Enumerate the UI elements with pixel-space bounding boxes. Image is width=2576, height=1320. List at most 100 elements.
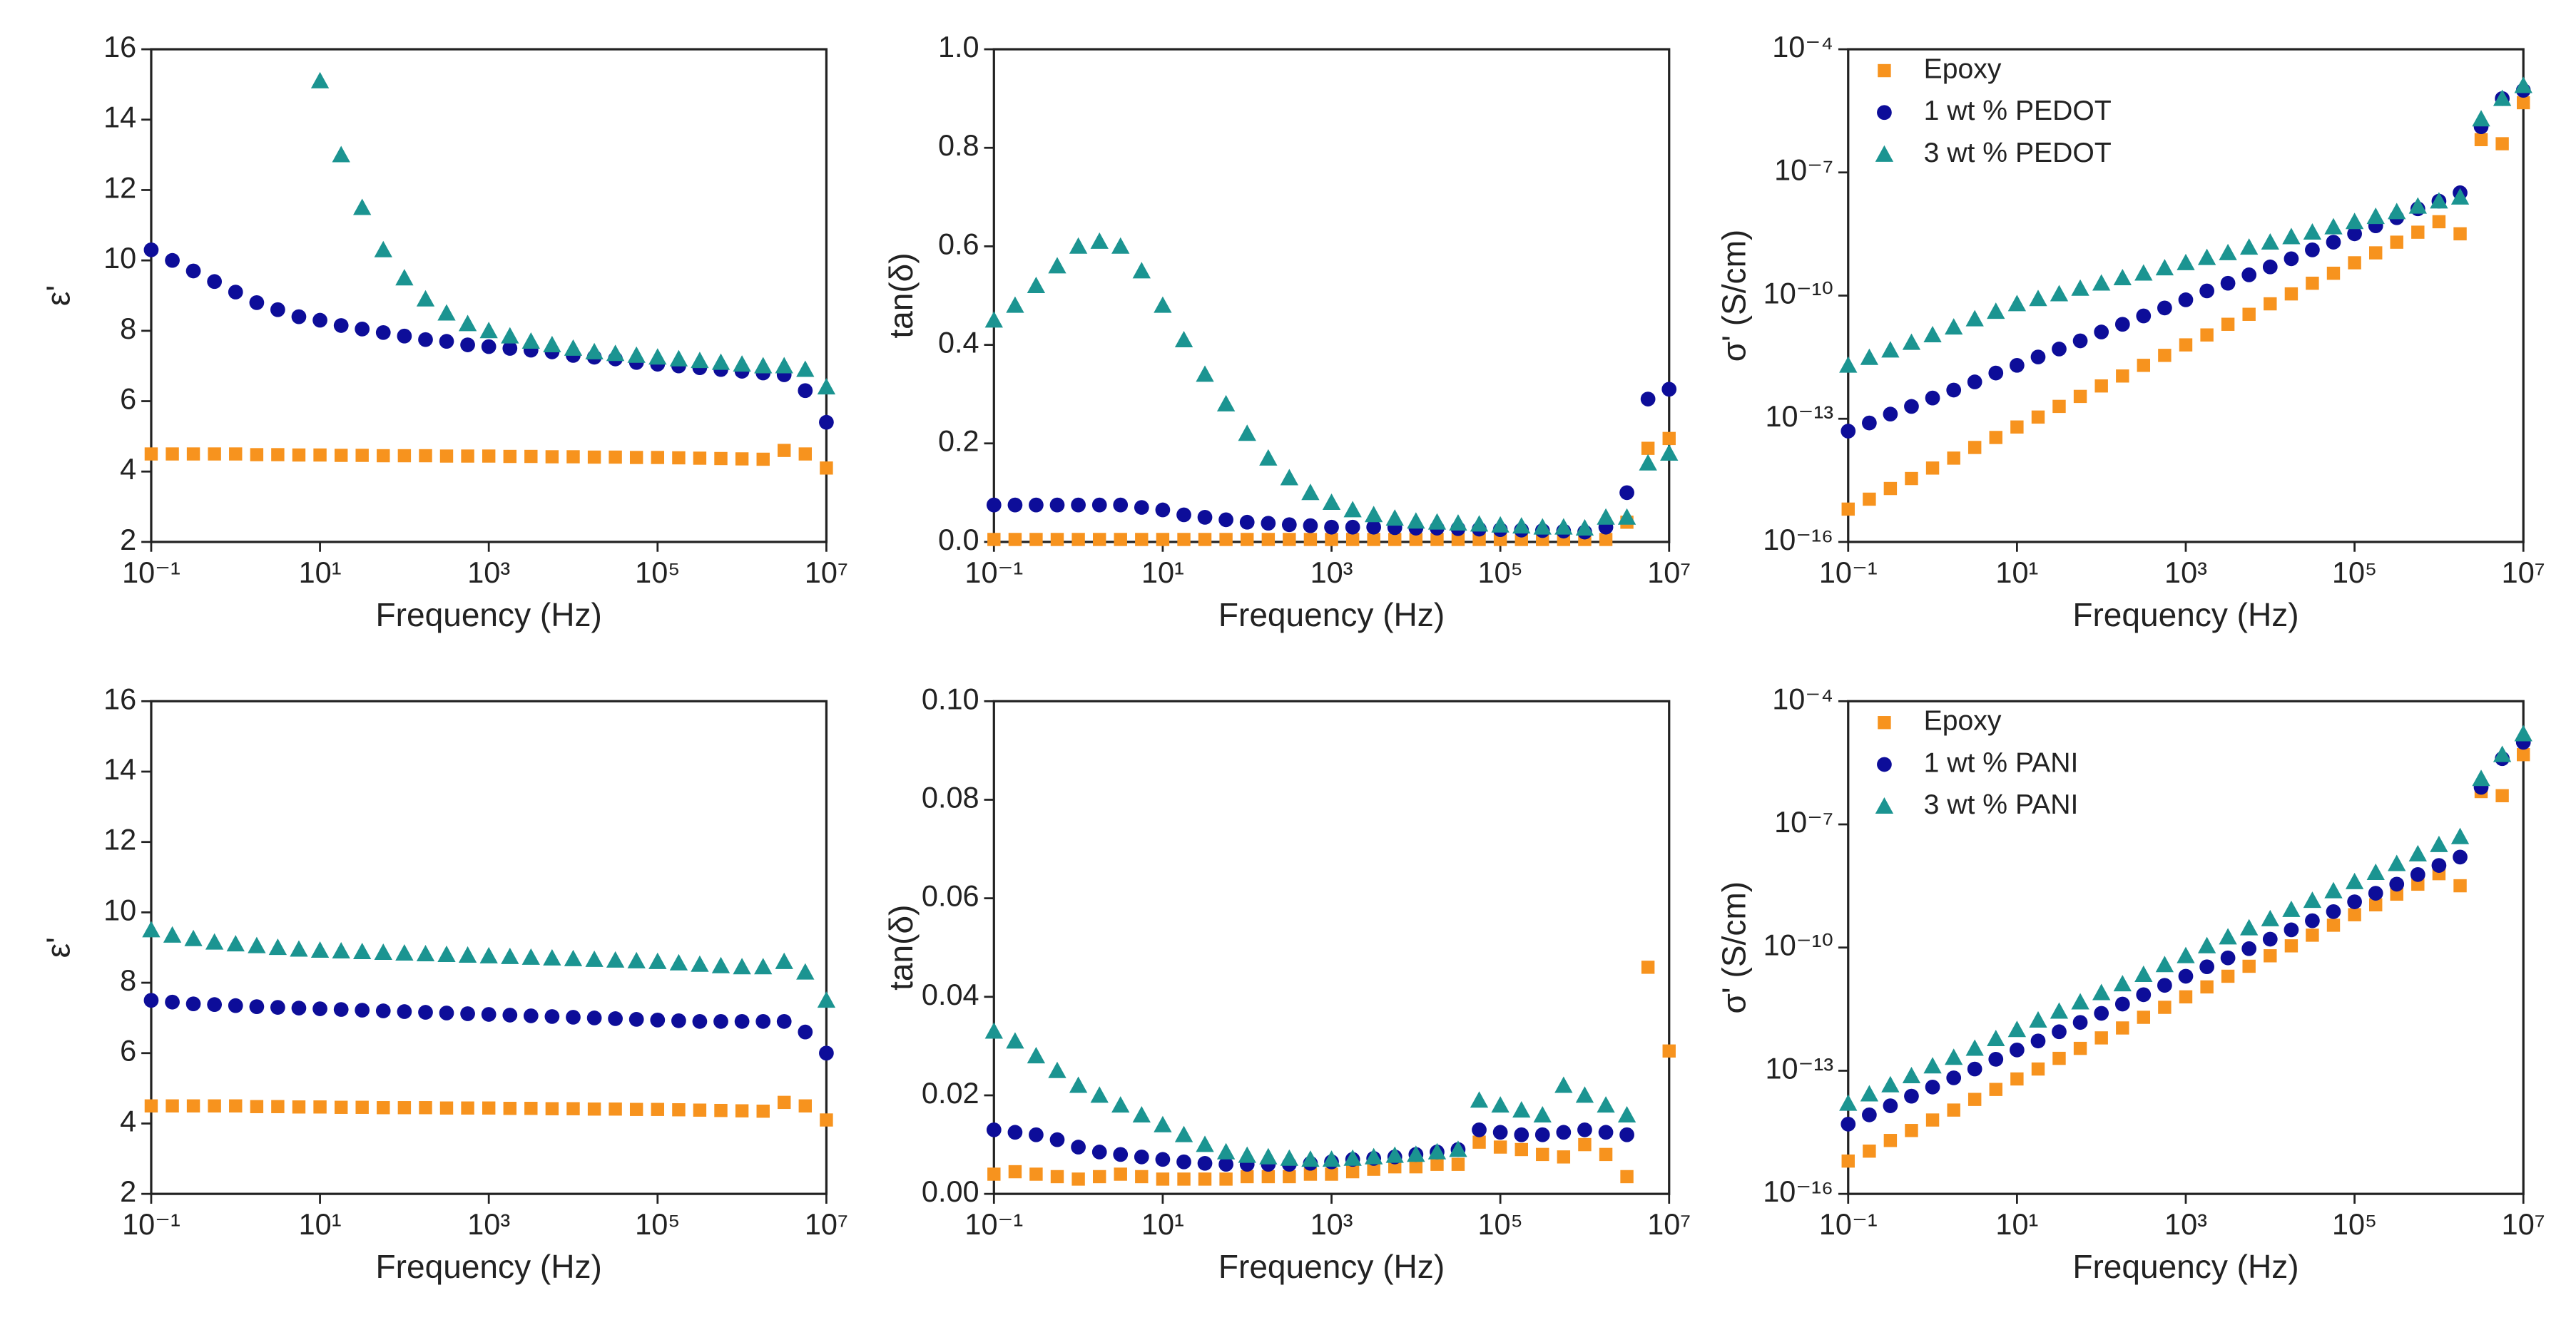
marker-triangle xyxy=(205,933,224,950)
marker-triangle xyxy=(1660,444,1679,461)
marker-circle xyxy=(2010,1042,2025,1058)
marker-square xyxy=(1177,1172,1191,1186)
marker-circle xyxy=(1640,392,1656,406)
marker-square xyxy=(1093,1170,1106,1184)
y-tick-label: 10⁻¹³ xyxy=(1765,1051,1833,1085)
marker-square xyxy=(609,1102,622,1116)
marker-square xyxy=(334,1100,348,1114)
marker-square xyxy=(798,1099,813,1112)
marker-triangle xyxy=(2092,983,2111,1001)
marker-triangle xyxy=(1491,516,1510,533)
marker-triangle xyxy=(163,926,182,943)
marker-circle xyxy=(1841,1116,1856,1132)
y-axis-title: ε' xyxy=(39,285,76,306)
marker-square xyxy=(313,1100,327,1114)
marker-square xyxy=(1451,1157,1465,1171)
marker-square xyxy=(1029,1167,1043,1181)
marker-triangle xyxy=(691,352,709,369)
marker-square xyxy=(778,444,791,457)
marker-circle xyxy=(2431,858,2447,873)
marker-circle xyxy=(776,1013,792,1029)
y-tick-label: 10⁻⁷ xyxy=(1774,805,1833,839)
marker-square xyxy=(2052,1051,2066,1065)
marker-circle xyxy=(1029,1127,1044,1142)
marker-circle xyxy=(2072,333,2088,349)
marker-square xyxy=(1135,533,1149,546)
marker-square xyxy=(377,449,390,463)
y-tick-label: 2 xyxy=(120,523,136,556)
marker-square xyxy=(1367,533,1380,546)
marker-triangle xyxy=(2472,769,2490,787)
x-tick-label: 10⁻¹ xyxy=(122,556,180,589)
marker-square xyxy=(1093,533,1106,546)
marker-circle xyxy=(291,1001,307,1015)
marker-square xyxy=(1008,1165,1022,1179)
marker-circle xyxy=(1877,757,1892,772)
marker-circle xyxy=(375,1003,391,1018)
x-tick-label: 10⁵ xyxy=(2332,1207,2377,1241)
x-axis-title: Frequency (Hz) xyxy=(1218,1248,1445,1285)
marker-triangle xyxy=(395,943,414,961)
marker-square xyxy=(461,1101,474,1115)
marker-triangle xyxy=(1533,1105,1552,1122)
marker-triangle xyxy=(1860,348,1879,365)
marker-square xyxy=(292,448,306,462)
marker-triangle xyxy=(1322,493,1341,511)
marker-triangle xyxy=(2430,835,2448,852)
y-tick-label: 2 xyxy=(120,1175,136,1208)
marker-square xyxy=(1662,431,1676,446)
marker-square xyxy=(714,1103,728,1117)
marker-triangle xyxy=(1427,1142,1447,1160)
marker-circle xyxy=(2326,235,2341,250)
marker-triangle xyxy=(543,948,561,966)
marker-triangle xyxy=(1132,262,1151,279)
legend-label: 1 wt % PEDOT xyxy=(1924,96,2112,126)
marker-triangle xyxy=(2155,956,2174,973)
marker-square xyxy=(186,447,200,461)
marker-circle xyxy=(713,1013,728,1029)
marker-triangle xyxy=(310,71,330,88)
marker-square xyxy=(1071,1172,1085,1186)
marker-triangle xyxy=(2261,232,2279,250)
marker-triangle xyxy=(1839,1094,1858,1111)
marker-circle xyxy=(333,318,349,333)
marker-triangle xyxy=(1280,1149,1298,1166)
marker-triangle xyxy=(1090,1086,1109,1103)
marker-triangle xyxy=(1364,506,1383,523)
marker-triangle xyxy=(1470,515,1489,532)
marker-triangle xyxy=(2514,76,2532,93)
marker-square xyxy=(1641,961,1655,974)
marker-square xyxy=(2495,137,2509,150)
marker-square xyxy=(419,1101,432,1115)
marker-triangle xyxy=(796,963,815,980)
marker-circle xyxy=(2010,357,2025,373)
marker-triangle xyxy=(2324,218,2343,235)
marker-square xyxy=(1071,533,1085,546)
marker-circle xyxy=(1967,374,1982,389)
marker-square xyxy=(1283,1170,1296,1184)
marker-square xyxy=(482,449,496,463)
marker-square xyxy=(166,1099,179,1112)
marker-triangle xyxy=(1027,277,1046,294)
marker-square xyxy=(693,451,707,465)
marker-triangle xyxy=(2282,227,2301,245)
marker-circle xyxy=(165,252,180,268)
marker-circle xyxy=(1492,1125,1508,1140)
marker-square xyxy=(355,1100,369,1114)
marker-square xyxy=(2390,235,2403,249)
marker-circle xyxy=(2030,349,2046,364)
marker-square xyxy=(2158,1001,2172,1014)
marker-square xyxy=(461,449,474,463)
marker-circle xyxy=(2389,876,2405,892)
marker-triangle xyxy=(310,941,330,958)
marker-circle xyxy=(418,1005,433,1020)
marker-square xyxy=(271,1100,285,1113)
marker-square xyxy=(2179,990,2193,1004)
legend-label: Epoxy xyxy=(1924,706,2002,737)
marker-triangle xyxy=(374,240,392,257)
marker-square xyxy=(651,451,665,464)
marker-circle xyxy=(2199,959,2214,975)
marker-triangle xyxy=(1385,1146,1404,1163)
marker-triangle xyxy=(437,304,456,321)
marker-square xyxy=(2010,1072,2024,1086)
